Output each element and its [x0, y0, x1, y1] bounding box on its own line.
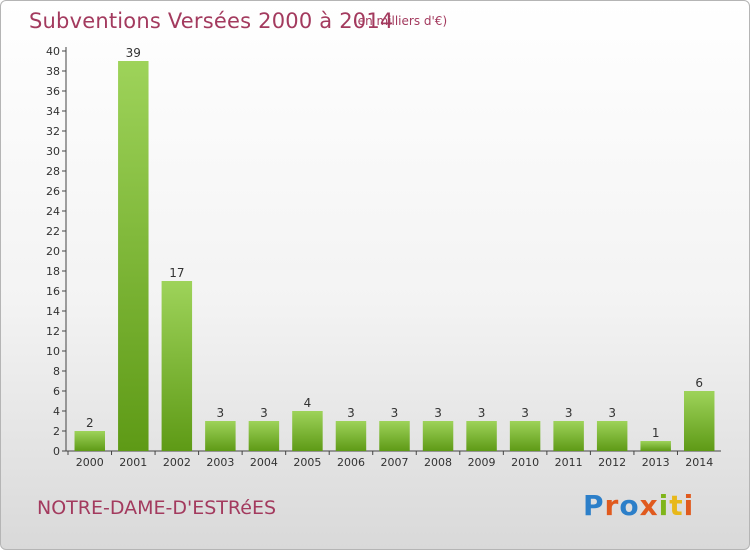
- logo-letter: i: [658, 489, 670, 522]
- chart-title: Subventions Versées 2000 à 2014: [29, 9, 394, 33]
- y-tick-label: 10: [46, 345, 60, 358]
- bar-2008: [422, 421, 454, 451]
- y-tick-label: 40: [46, 45, 60, 58]
- data-label: 6: [695, 376, 703, 390]
- bar-2003: [205, 421, 236, 451]
- data-label: 3: [260, 406, 268, 420]
- data-label: 17: [169, 266, 184, 280]
- chart-bars: [74, 61, 715, 451]
- chart-labels: 2 2000 39 2001 17 2002 3 2003 3 2004 4 2005 3 2006 3 20…: [76, 46, 713, 469]
- y-tick-label: 30: [46, 145, 60, 158]
- y-tick-label: 26: [46, 185, 60, 198]
- logo-letter: x: [639, 489, 659, 522]
- data-label: 3: [478, 406, 486, 420]
- y-tick-label: 0: [53, 445, 60, 458]
- y-tick-label: 16: [46, 285, 60, 298]
- y-tick-label: 12: [46, 325, 60, 338]
- x-tick-label: 2014: [685, 456, 713, 469]
- bar-2007: [379, 421, 410, 451]
- logo-letter: P: [583, 489, 605, 522]
- bar-2009: [466, 421, 497, 451]
- x-tick-label: 2006: [337, 456, 365, 469]
- data-label: 3: [434, 406, 442, 420]
- data-label: 1: [652, 426, 660, 440]
- x-tick-label: 2004: [250, 456, 278, 469]
- y-tick-label: 22: [46, 225, 60, 238]
- y-tick-label: 38: [46, 65, 60, 78]
- logo-letter: t: [669, 489, 684, 522]
- bar-2011: [553, 421, 584, 451]
- chart-unit-label: (en milliers d'€): [353, 14, 448, 28]
- data-label: 39: [126, 46, 141, 60]
- y-tick-label: 24: [46, 205, 60, 218]
- x-tick-label: 2011: [555, 456, 583, 469]
- x-tick-label: 2013: [642, 456, 670, 469]
- y-tick-label: 20: [46, 245, 60, 258]
- bar-2014: [683, 391, 715, 451]
- x-tick-label: 2000: [76, 456, 104, 469]
- y-tick-label: 18: [46, 265, 60, 278]
- data-label: 3: [347, 406, 355, 420]
- data-label: 2: [86, 416, 94, 430]
- logo-letter: r: [604, 489, 620, 522]
- x-tick-label: 2001: [119, 456, 147, 469]
- bar-2005: [292, 411, 323, 451]
- x-tick-label: 2008: [424, 456, 452, 469]
- bar-2006: [335, 421, 367, 451]
- y-tick-label: 36: [46, 85, 60, 98]
- x-tick-label: 2002: [163, 456, 191, 469]
- x-tick-label: 2007: [381, 456, 409, 469]
- x-tick-label: 2009: [468, 456, 496, 469]
- bar-2004: [248, 421, 280, 451]
- y-tick-label: 2: [53, 425, 60, 438]
- y-tick-label: 6: [53, 385, 60, 398]
- commune-name: NOTRE-DAME-D'ESTRéES: [37, 497, 277, 519]
- bar-2000: [74, 431, 106, 451]
- logo-letter: o: [619, 489, 640, 522]
- y-tick-label: 8: [53, 365, 60, 378]
- bar-2002: [161, 281, 193, 451]
- y-tick-label: 4: [53, 405, 60, 418]
- y-tick-label: 34: [46, 105, 60, 118]
- data-label: 3: [608, 406, 616, 420]
- data-label: 4: [304, 396, 312, 410]
- y-tick-label: 14: [46, 305, 60, 318]
- bar-2010: [509, 421, 541, 451]
- x-tick-label: 2003: [206, 456, 234, 469]
- bar-2012: [596, 421, 628, 451]
- x-tick-label: 2010: [511, 456, 539, 469]
- data-label: 3: [565, 406, 573, 420]
- data-label: 3: [391, 406, 399, 420]
- x-tick-label: 2012: [598, 456, 626, 469]
- bar-2001: [118, 61, 149, 451]
- data-label: 3: [217, 406, 225, 420]
- y-tick-label: 32: [46, 125, 60, 138]
- bar-2013: [640, 441, 671, 451]
- y-tick-label: 28: [46, 165, 60, 178]
- data-label: 3: [521, 406, 529, 420]
- proxiti-logo: Proxiti: [583, 489, 694, 522]
- x-tick-label: 2005: [293, 456, 321, 469]
- logo-letter: i: [683, 489, 695, 522]
